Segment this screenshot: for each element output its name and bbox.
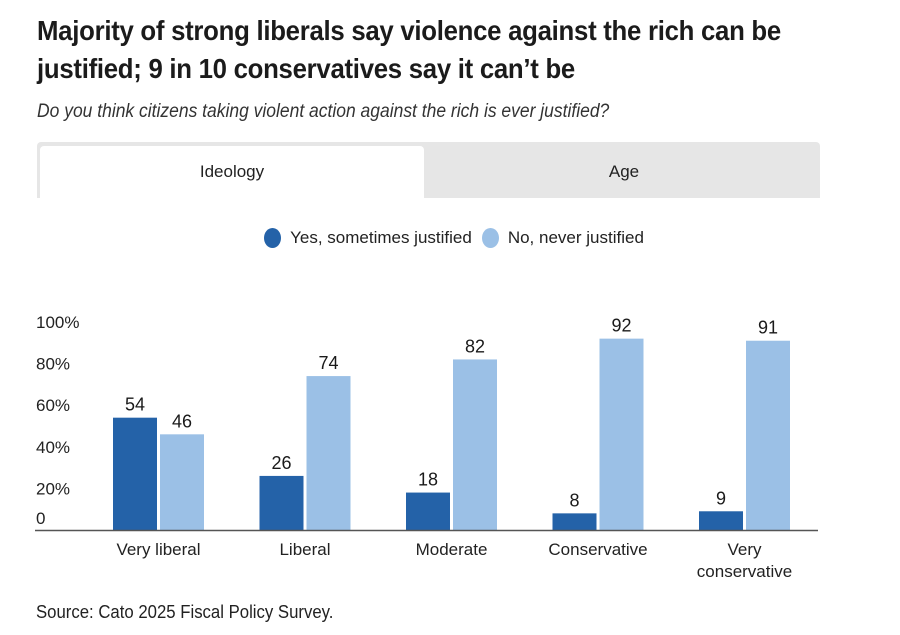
y-tick-label: 0 <box>36 509 45 528</box>
data-label: 92 <box>611 316 631 336</box>
legend-label-no: No, never justified <box>507 228 644 247</box>
y-tick-label: 20% <box>36 479 70 498</box>
tab-ideology[interactable]: Ideology <box>40 146 424 198</box>
y-tick-label: 80% <box>36 355 70 374</box>
tab-bar: Ideology Age <box>37 142 820 198</box>
x-tick-label: Liberal <box>279 540 330 559</box>
bar-no <box>160 434 204 530</box>
x-tick-label: Conservative <box>548 540 647 559</box>
chart-title: Majority of strong liberals say violence… <box>37 15 781 84</box>
bar-yes <box>259 475 304 530</box>
x-tick-label: Very liberal <box>116 540 200 559</box>
bar-no <box>306 376 351 530</box>
data-label: 54 <box>125 395 145 415</box>
bar-yes <box>406 492 450 530</box>
bar-no <box>746 340 790 530</box>
data-label: 91 <box>758 318 778 338</box>
legend-swatch-yes-icon <box>264 228 282 248</box>
data-label: 74 <box>318 353 338 373</box>
data-label: 18 <box>418 470 438 490</box>
y-tick-label: 40% <box>36 438 70 457</box>
legend-item-no: No, never justified <box>481 228 644 248</box>
chart-subtitle: Do you think citizens taking violent act… <box>37 101 610 122</box>
legend-label-yes: Yes, sometimes justified <box>290 228 472 247</box>
bar-yes <box>113 417 157 530</box>
data-label: 82 <box>465 336 485 356</box>
tab-age[interactable]: Age <box>608 162 640 181</box>
legend: Yes, sometimes justified No, never justi… <box>0 228 900 248</box>
bar-yes <box>552 513 597 530</box>
source-note: Source: Cato 2025 Fiscal Policy Survey. <box>36 602 334 622</box>
legend-item-yes: Yes, sometimes justified <box>264 228 472 248</box>
data-label: 46 <box>172 411 192 431</box>
bar-yes <box>699 511 743 530</box>
data-label: 9 <box>716 488 726 508</box>
x-tick-label: Very <box>727 540 762 559</box>
legend-swatch-no-icon <box>481 228 499 248</box>
x-tick-label: conservative <box>697 562 792 581</box>
x-tick-label: Moderate <box>416 540 488 559</box>
bar-chart: 0 20% 40% 60% 80% 100% 54 46 Very liberal 26 74 Lib… <box>35 313 818 581</box>
data-label: 26 <box>271 453 291 473</box>
y-tick-label: 100% <box>36 313 79 332</box>
y-tick-label: 60% <box>36 396 70 415</box>
bar-no <box>453 359 497 530</box>
bar-no <box>599 338 644 530</box>
data-label: 8 <box>569 490 579 510</box>
